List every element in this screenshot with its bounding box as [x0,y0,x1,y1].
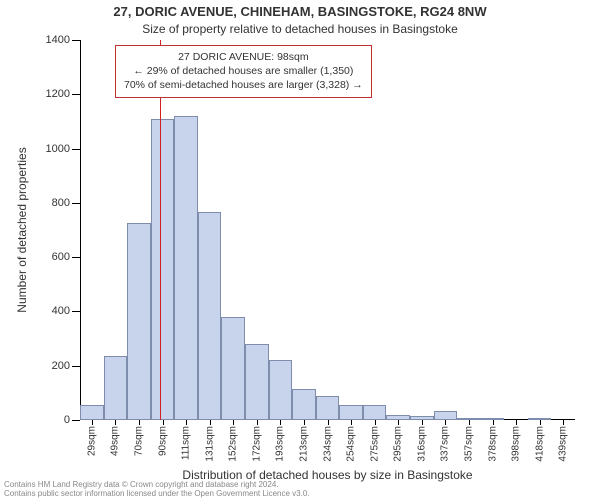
x-tick [210,420,211,425]
x-tick [163,420,164,425]
x-tick [516,420,517,425]
y-tick [72,420,80,421]
annotation-line-2: ← 29% of detached houses are smaller (1,… [124,64,363,78]
y-tick [72,257,80,258]
x-tick-label: 90sqm [157,426,168,456]
x-tick-label: 295sqm [393,426,404,462]
x-tick-label: 398sqm [511,426,522,462]
y-tick [72,40,80,41]
x-tick [351,420,352,425]
page-title: 27, DORIC AVENUE, CHINEHAM, BASINGSTOKE,… [0,4,600,19]
y-tick-label: 800 [52,197,70,209]
y-tick-label: 1000 [46,143,70,155]
x-tick-label: 234sqm [322,426,333,462]
histogram-bar [269,360,293,420]
x-tick-label: 418sqm [534,426,545,462]
x-tick-label: 275sqm [369,426,380,462]
x-tick-label: 152sqm [228,426,239,462]
histogram-bar [80,405,104,420]
x-tick [233,420,234,425]
y-tick [72,311,80,312]
y-tick [72,149,80,150]
histogram-bar [198,212,222,420]
x-tick [375,420,376,425]
histogram-bar [316,396,340,420]
x-tick-label: 172sqm [251,426,262,462]
y-tick-label: 0 [64,414,70,426]
x-tick-label: 316sqm [416,426,427,462]
x-tick [186,420,187,425]
x-tick-label: 131sqm [204,426,215,462]
histogram-bar [151,119,175,420]
x-tick [493,420,494,425]
x-tick-label: 70sqm [133,426,144,456]
y-tick-label: 1400 [46,34,70,46]
annotation-line-3: 70% of semi-detached houses are larger (… [124,78,363,92]
histogram-bar [127,223,151,420]
x-tick [304,420,305,425]
y-tick [72,366,80,367]
x-tick-label: 213sqm [298,426,309,462]
histogram-bar [245,344,269,420]
x-tick-label: 254sqm [346,426,357,462]
x-tick [328,420,329,425]
y-tick-label: 400 [52,305,70,317]
footer-line-2: Contains public sector information licen… [4,490,310,499]
histogram-bar [221,317,245,420]
y-tick-label: 1200 [46,88,70,100]
y-tick-label: 200 [52,360,70,372]
x-tick-label: 337sqm [440,426,451,462]
x-tick [422,420,423,425]
x-tick [139,420,140,425]
y-tick [72,203,80,204]
histogram-bar [292,389,316,420]
histogram-bar [104,356,128,420]
annotation-box: 27 DORIC AVENUE: 98sqm ← 29% of detached… [115,45,372,98]
chart-subtitle: Size of property relative to detached ho… [0,22,600,36]
annotation-line-1: 27 DORIC AVENUE: 98sqm [124,50,363,64]
histogram-bar [434,411,458,421]
x-tick-label: 439sqm [558,426,569,462]
x-tick [469,420,470,425]
x-tick-label: 193sqm [275,426,286,462]
x-tick-label: 111sqm [181,426,192,460]
x-tick [540,420,541,425]
x-tick [280,420,281,425]
x-tick [257,420,258,425]
x-tick-label: 49sqm [110,426,121,456]
x-tick [563,420,564,425]
x-tick [92,420,93,425]
histogram-bar [339,405,363,420]
x-tick-label: 378sqm [487,426,498,462]
footer-attribution: Contains HM Land Registry data © Crown c… [4,481,310,499]
histogram-bar [174,116,198,420]
histogram-bar [363,405,387,420]
x-tick-label: 29sqm [86,426,97,456]
x-tick-label: 357sqm [463,426,474,462]
x-tick [398,420,399,425]
x-tick [115,420,116,425]
y-axis-label: Number of detached properties [15,147,29,312]
x-tick [445,420,446,425]
y-tick [72,94,80,95]
y-tick-label: 600 [52,251,70,263]
